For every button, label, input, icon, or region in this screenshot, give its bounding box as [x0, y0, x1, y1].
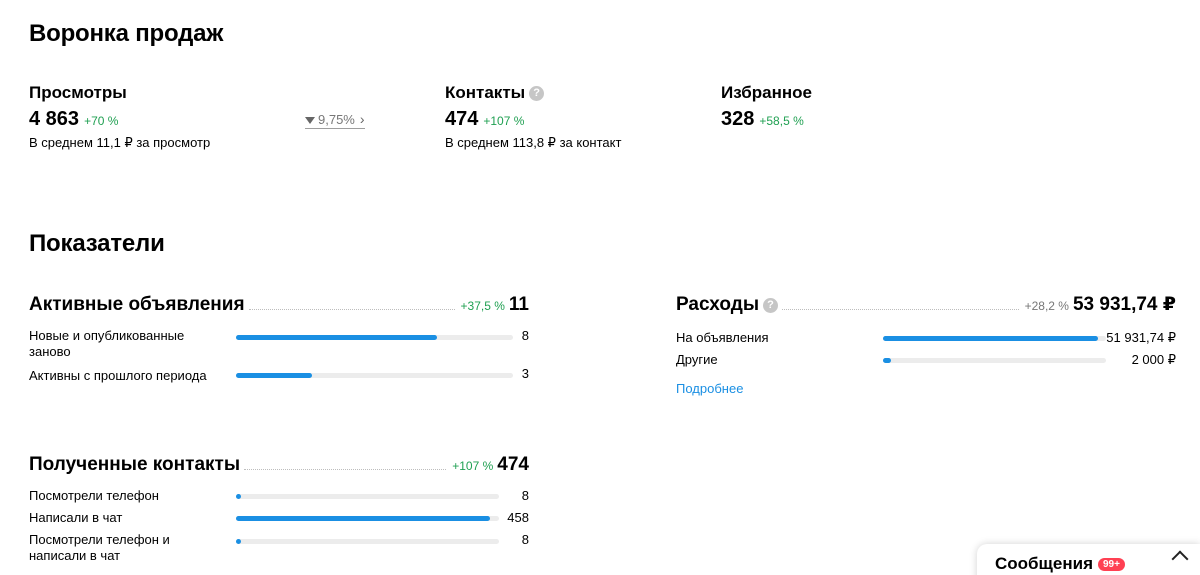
active-ads-block: Активные объявления +37,5 % 11 Новые и о… — [29, 290, 529, 390]
messenger-title: Сообщения — [995, 554, 1093, 573]
progress-fill — [236, 335, 438, 340]
contacts-label: Контакты — [445, 83, 526, 102]
list-item: Активны с прошлого периода 3 — [29, 366, 529, 384]
chevron-right-icon: › — [359, 111, 365, 127]
favorites-label: Избранное — [721, 83, 812, 102]
funnel-contacts: Контакты ? 474 +107 % В среднем 113,8 ₽ … — [445, 82, 621, 151]
expenses-title: Расходы — [676, 294, 760, 315]
active-ads-delta: +37,5 % — [460, 299, 505, 313]
expenses-total: 53 931,74 ₽ — [1072, 294, 1176, 315]
received-contacts-total: 474 — [497, 454, 529, 475]
expenses-block: Расходы ? +28,2 % 53 931,74 ₽ На объявле… — [676, 290, 1176, 400]
row-value: 2 000 ₽ — [1131, 352, 1176, 367]
row-label: Посмотрели телефон — [29, 488, 159, 503]
expenses-delta: +28,2 % — [1024, 299, 1069, 313]
row-label: Написали в чат — [29, 510, 123, 525]
row-label: Посмотрели телефон и написали в чат — [29, 532, 170, 563]
progress-fill — [883, 336, 1098, 341]
row-value: 51 931,74 ₽ — [1106, 330, 1176, 345]
dotted-leader — [244, 469, 447, 470]
progress-bar — [883, 336, 1106, 341]
funnel-views: Просмотры 4 863 +70 % В среднем 11,1 ₽ з… — [29, 82, 210, 151]
conversion-link[interactable]: 9,75% › — [305, 111, 365, 129]
dotted-leader — [248, 309, 455, 310]
progress-bar — [236, 539, 499, 544]
help-icon[interactable]: ? — [763, 297, 779, 313]
list-item: Написали в чат 458 — [29, 510, 529, 526]
progress-bar — [236, 494, 499, 499]
contacts-delta: +107 % — [483, 114, 525, 128]
views-average: В среднем 11,1 ₽ за просмотр — [29, 135, 211, 150]
progress-fill — [236, 373, 312, 378]
active-ads-title: Активные объявления — [29, 294, 245, 315]
row-label: Активны с прошлого периода — [29, 368, 207, 383]
row-label: Новые и опубликованные заново — [29, 328, 185, 359]
active-ads-total: 11 — [508, 294, 529, 315]
filter-icon — [305, 116, 315, 124]
progress-fill — [883, 358, 892, 363]
list-item: Новые и опубликованные заново 8 — [29, 328, 529, 360]
list-item: Посмотрели телефон и написали в чат 8 — [29, 532, 529, 564]
row-label: На объявления — [676, 330, 769, 345]
row-value: 8 — [521, 532, 529, 547]
funnel-favorites: Избранное 328 +58,5 % — [721, 82, 812, 131]
contacts-value: 474 — [445, 108, 479, 130]
row-value: 3 — [521, 366, 529, 381]
progress-fill — [236, 516, 491, 521]
progress-fill — [236, 494, 241, 499]
favorites-value: 328 — [721, 108, 755, 130]
received-contacts-block: Полученные контакты +107 % 474 Посмотрел… — [29, 450, 529, 570]
progress-bar — [883, 358, 1106, 363]
row-label: Другие — [676, 352, 718, 367]
unread-badge: 99+ — [1097, 557, 1125, 571]
contacts-average: В среднем 113,8 ₽ за контакт — [445, 135, 622, 150]
more-details-link[interactable]: Подробнее — [676, 381, 744, 396]
help-icon[interactable]: ? — [529, 85, 545, 101]
received-contacts-title: Полученные контакты — [29, 454, 241, 475]
views-value: 4 863 — [29, 108, 80, 130]
progress-bar — [236, 373, 513, 378]
progress-bar — [236, 335, 513, 340]
progress-fill — [236, 539, 241, 544]
row-value: 458 — [507, 510, 529, 525]
messenger-widget[interactable]: Сообщения 99+ — [977, 544, 1200, 575]
favorites-delta: +58,5 % — [759, 114, 804, 128]
views-label: Просмотры — [29, 83, 127, 102]
funnel-title: Воронка продаж — [29, 20, 224, 47]
views-delta: +70 % — [84, 114, 119, 128]
row-value: 8 — [521, 328, 529, 343]
list-item: Другие 2 000 ₽ — [676, 352, 1176, 368]
indicators-title: Показатели — [29, 230, 165, 257]
dotted-leader — [782, 309, 1019, 310]
received-contacts-delta: +107 % — [452, 459, 494, 473]
list-item: Посмотрели телефон 8 — [29, 488, 529, 504]
progress-bar — [236, 516, 499, 521]
conversion-value: 9,75% — [318, 111, 355, 127]
chevron-up-icon[interactable] — [1171, 550, 1189, 568]
row-value: 8 — [521, 488, 529, 503]
list-item: На объявления 51 931,74 ₽ — [676, 330, 1176, 346]
